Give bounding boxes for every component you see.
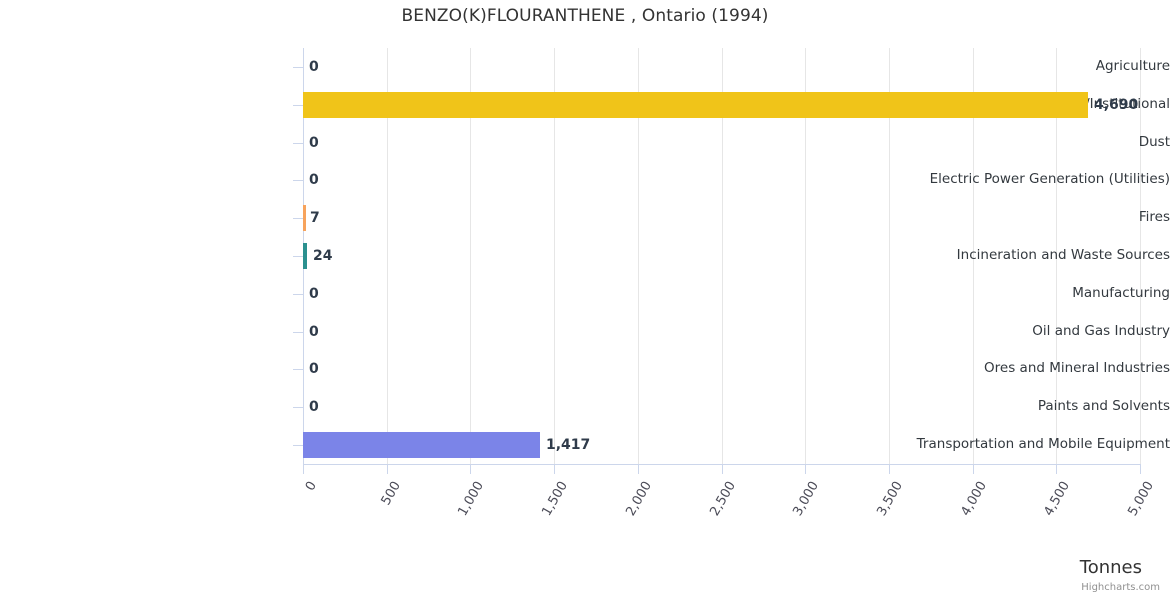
y-axis-label: Ores and Mineral Industries (984, 360, 1170, 377)
y-axis-label: Oil and Gas Industry (1032, 322, 1170, 339)
x-axis-label: 2,500 (674, 479, 739, 577)
bar-value-label: 0 (309, 134, 319, 151)
x-axis-label-text: 500 (378, 479, 404, 509)
x-axis-label: 3,000 (757, 479, 822, 577)
x-axis-tick (554, 464, 555, 474)
y-axis-label: Electric Power Generation (Utilities) (929, 171, 1170, 188)
bar-value-label: 1,417 (546, 437, 591, 454)
y-axis-tick (293, 218, 303, 219)
x-axis-tick (638, 464, 639, 474)
bar[interactable] (303, 432, 540, 459)
x-axis-label-text: 0 (302, 479, 320, 494)
y-axis-label: Manufacturing (1072, 284, 1170, 301)
x-axis-label: 4,000 (925, 479, 990, 577)
x-axis-tick (470, 464, 471, 474)
x-axis-title: Tonnes (1079, 557, 1142, 578)
x-axis-label: 2,000 (590, 479, 655, 577)
y-axis-label: Fires (1138, 209, 1170, 226)
x-axis-label-text: 4,000 (958, 479, 990, 519)
x-axis-label-text: 2,500 (707, 479, 739, 519)
bar[interactable] (303, 243, 307, 269)
x-axis-label-text: 1,000 (455, 479, 487, 519)
y-axis-tick (293, 256, 303, 257)
gridline (638, 48, 639, 464)
x-axis-label-text: 4,500 (1041, 479, 1073, 519)
bar-value-label: 0 (309, 399, 319, 416)
bar-value-label: 0 (309, 323, 319, 340)
x-axis-tick (1056, 464, 1057, 474)
x-axis-label: 1,000 (422, 479, 487, 577)
x-axis-tick (973, 464, 974, 474)
gridline (1056, 48, 1057, 464)
x-axis-label-text: 1,500 (539, 479, 571, 519)
x-axis-label: 3,500 (841, 479, 906, 577)
y-axis-label: Incineration and Waste Sources (956, 247, 1170, 263)
gridline (722, 48, 723, 464)
x-axis-tick (303, 464, 304, 474)
y-axis-tick (293, 105, 303, 106)
x-axis-label: 1,500 (506, 479, 571, 577)
x-axis-tick (889, 464, 890, 474)
y-axis-tick (293, 445, 303, 446)
gridline (889, 48, 890, 464)
bar[interactable] (303, 91, 1088, 118)
x-axis-tick (805, 464, 806, 474)
y-axis-label: Paints and Solvents (1037, 398, 1170, 415)
bar-value-label: 4,690 (1094, 96, 1139, 113)
y-axis-tick (293, 407, 303, 408)
x-axis-tick (387, 464, 388, 474)
y-axis-tick (293, 67, 303, 68)
x-axis-label-text: 3,500 (874, 479, 906, 519)
y-axis-tick (293, 180, 303, 181)
chart-title: BENZO(K)FLOURANTHENE , Ontario (1994) (401, 6, 769, 26)
y-axis-label: Dust (1138, 133, 1170, 150)
x-axis-label-text: 3,000 (790, 479, 822, 519)
bar-value-label: 0 (309, 172, 319, 189)
y-axis-tick (293, 332, 303, 333)
x-axis-label-text: 2,000 (623, 479, 655, 519)
x-axis-label: 4,500 (1008, 479, 1073, 577)
x-axis-tick (1140, 464, 1141, 474)
gridline (387, 48, 388, 464)
x-axis-label: 0 (255, 479, 320, 577)
gridline (554, 48, 555, 464)
y-axis-tick (293, 143, 303, 144)
bar-value-label: 0 (309, 361, 319, 378)
x-axis-label-text: 5,000 (1125, 479, 1157, 519)
bar[interactable] (303, 205, 306, 232)
bar-value-label: 0 (309, 58, 319, 75)
bar-value-label: 24 (313, 248, 333, 264)
bar-value-label: 7 (310, 210, 320, 227)
y-axis-label: Transportation and Mobile Equipment (916, 436, 1170, 453)
y-axis-tick (293, 369, 303, 370)
gridline (1140, 48, 1141, 464)
gridline (973, 48, 974, 464)
credits-label: Highcharts.com (1081, 582, 1160, 593)
x-axis-tick (722, 464, 723, 474)
y-axis-tick (293, 294, 303, 295)
gridline (805, 48, 806, 464)
x-axis-label: 500 (339, 479, 404, 577)
gridline (470, 48, 471, 464)
y-axis-label: Agriculture (1095, 57, 1170, 74)
bar-value-label: 0 (309, 285, 319, 302)
